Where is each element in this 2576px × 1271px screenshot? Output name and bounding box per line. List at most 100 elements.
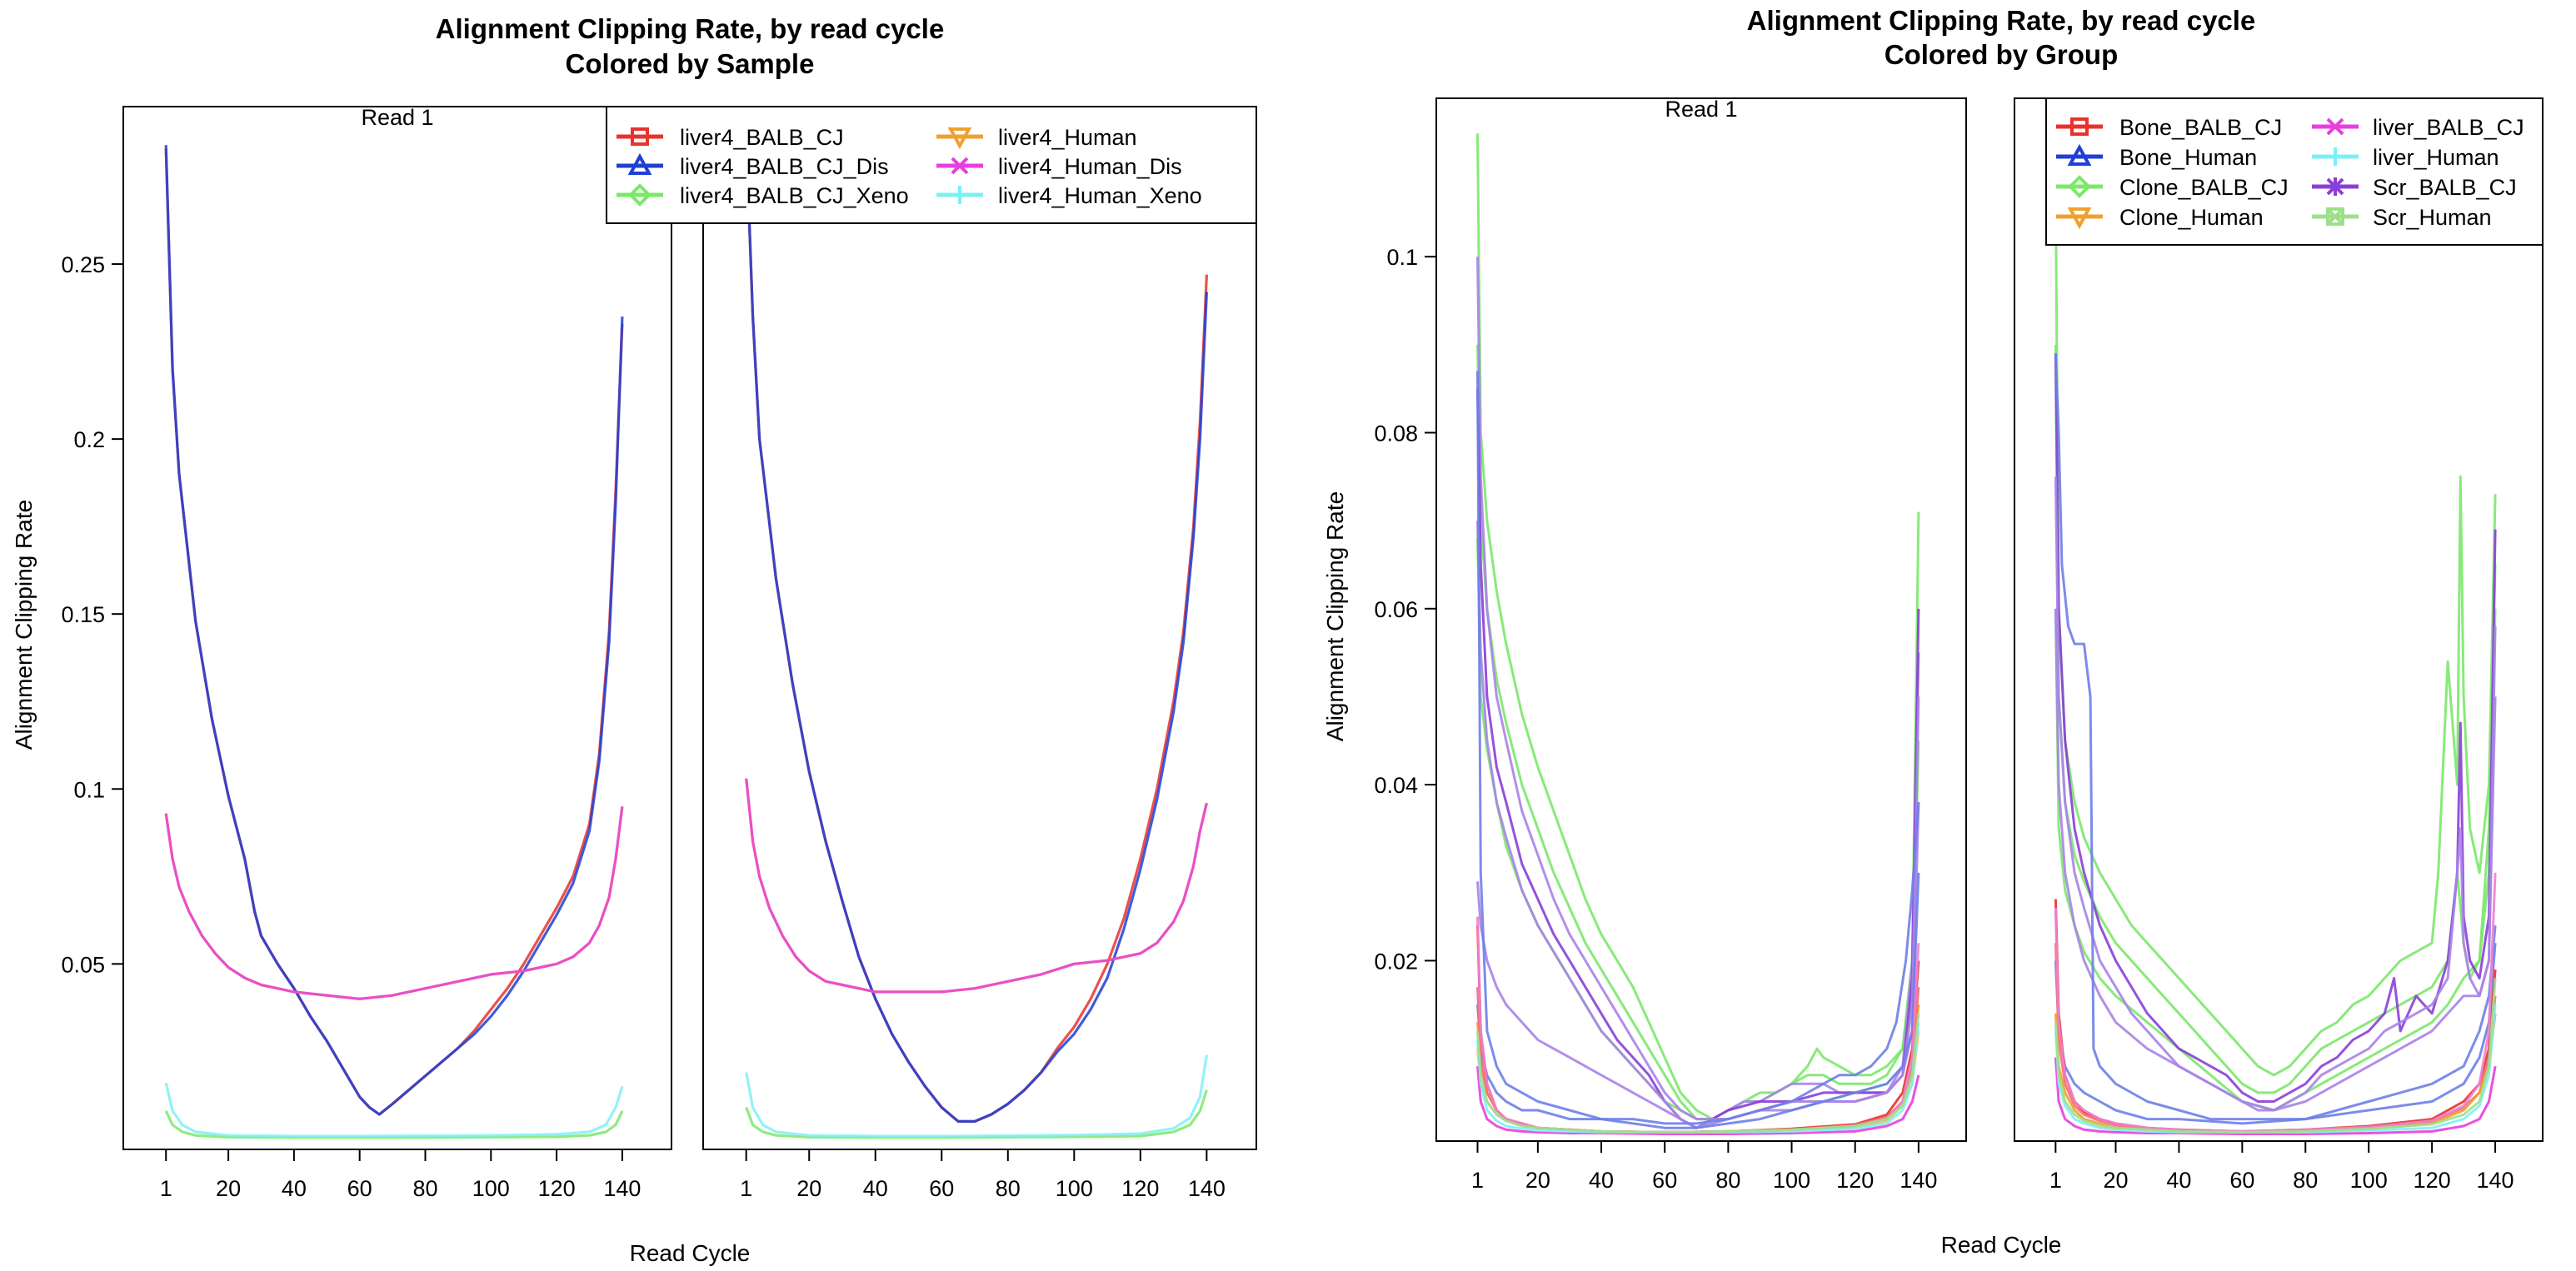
chart2-panel1-x-tick-label: 1 <box>1471 1168 1484 1193</box>
chart2-panel2-series-line-6 <box>2054 608 2497 1112</box>
chart2-title: Alignment Clipping Rate, by read cycle <box>1747 5 2256 36</box>
chart1-legend-marker <box>951 157 969 175</box>
chart1-read2-panel: Read 2120406080100120140 <box>702 105 1257 1201</box>
chart2-panel2-series-line-15 <box>2054 978 2497 1134</box>
chart2-panel1-x-tick-label: 20 <box>1525 1168 1550 1193</box>
chart2-x-axis-label: Read Cycle <box>1941 1232 2062 1258</box>
chart2-panel1-series-line-8 <box>1476 371 1920 1125</box>
chart2-legend-label: liver_Human <box>2373 145 2499 170</box>
chart2-read2-panel: Read 2120406080100120140 <box>2014 97 2544 1193</box>
chart1-panel2-x-tick-label: 120 <box>1121 1176 1159 1201</box>
chart1-legend: liver4_BALB_CJ liver4_BALB_CJ_Dis liver4_B… <box>606 106 1257 224</box>
chart2-panel1-series-line-3 <box>1476 538 1920 1121</box>
chart1-panel2-x-tick-label: 100 <box>1056 1176 1093 1201</box>
chart1-legend-marker <box>951 186 969 204</box>
chart2-panel1-series-line-4 <box>1476 257 1920 1121</box>
chart1-panel2-series-line-5 <box>745 778 1208 994</box>
chart2-panel2-x-tick-label: 100 <box>2350 1168 2388 1193</box>
chart1-panel2-series-line-2 <box>745 134 1208 1124</box>
chart2-panel2-x-tick-label: 60 <box>2229 1168 2254 1193</box>
chart2-panel2-x-tick-label: 120 <box>2414 1168 2451 1193</box>
chart1-panel1-x-tick-label: 20 <box>216 1176 241 1201</box>
chart1-y-tick-label: 0.25 <box>61 252 105 277</box>
chart2-panel2-series-line-8 <box>2054 943 2497 1125</box>
chart1-panel1-x-tick-label: 100 <box>472 1176 510 1201</box>
chart1-panel1-x-tick-label: 80 <box>412 1176 437 1201</box>
chart2-legend-label: liver_BALB_CJ <box>2373 115 2524 140</box>
chart1-panel2-x-tick-label: 1 <box>740 1176 752 1201</box>
chart1-panel1-x-tick-label: 1 <box>160 1176 172 1201</box>
chart1-panel1-x-tick-label: 120 <box>538 1176 576 1201</box>
chart1-legend-marker <box>627 152 652 175</box>
chart2-panel1-x-tick-label: 80 <box>1715 1168 1740 1193</box>
chart1-panel2-x-tick-label: 60 <box>929 1176 954 1201</box>
chart1-panel1-series-line-5 <box>164 806 624 1000</box>
chart1-panel2-x-tick-label: 80 <box>996 1176 1021 1201</box>
chart2-legend-label: Clone_BALB_CJ <box>2119 175 2289 200</box>
chart1-legend-label: liver4_BALB_CJ_Xeno <box>680 183 909 208</box>
chart1-y-tick-label: 0.1 <box>73 777 105 802</box>
chart2-legend-label: Bone_Human <box>2119 145 2257 170</box>
chart1-panel1-series-line-2 <box>164 145 624 1116</box>
chart2-panel1-series-line-6 <box>1476 521 1920 1129</box>
chart2-panel2-series-line-9 <box>2054 899 2497 1133</box>
chart1-x-axis-label: Read Cycle <box>630 1240 751 1266</box>
chart2-legend-marker <box>2326 177 2344 196</box>
chart2-legend-label: Bone_BALB_CJ <box>2119 115 2282 140</box>
chart1-title: Alignment Clipping Rate, by read cycle <box>436 13 945 44</box>
chart2-panel1-series-line-5 <box>1476 388 1920 1129</box>
chart2-panel2-x-tick-label: 1 <box>2049 1168 2062 1193</box>
chart2-panel2-series-line-3 <box>2054 608 2497 1112</box>
chart1-legend-marker <box>947 127 972 150</box>
chart2-y-tick-label: 0.08 <box>1374 421 1418 446</box>
chart2-y-tick-label: 0.06 <box>1374 597 1418 622</box>
chart2-panel1-x-tick-label: 120 <box>1836 1168 1874 1193</box>
chart1-panel2-x-tick-label: 20 <box>796 1176 821 1201</box>
chart2-legend-marker <box>2326 207 2344 226</box>
chart2-panel2-series-line-13 <box>2054 872 2497 1133</box>
chart2-legend-label: Clone_Human <box>2119 205 2264 230</box>
chart1-legend-label: liver4_Human <box>998 125 1137 150</box>
chart1-legend-marker <box>628 183 651 207</box>
chart2-panel1-frame <box>1435 97 1967 1142</box>
chart2-panel1-series-line-7 <box>1476 802 1920 1129</box>
chart2-panel2-series-line-2 <box>2054 344 2497 1094</box>
chart1-legend-box <box>606 106 1257 224</box>
chart2-panel2-series-line-5 <box>2054 476 2497 1112</box>
chart2-panel1-series-line-2 <box>1476 344 1920 1121</box>
chart1-y-tick-label: 0.05 <box>61 952 105 977</box>
chart2-legend-marker <box>2067 207 2092 230</box>
chart2-y-tick-label: 0.1 <box>1386 245 1418 270</box>
chart1-legend-marker <box>631 127 649 146</box>
chart1-panel1-frame <box>122 106 672 1150</box>
chart1-y-tick-label: 0.15 <box>61 602 105 627</box>
chart2-panel1-series-line-1 <box>1476 133 1920 1121</box>
chart1-legend-label: liver4_BALB_CJ_Dis <box>680 154 889 179</box>
chart1-panel2-x-tick-label: 40 <box>863 1176 888 1201</box>
chart1-legend-label: liver4_BALB_CJ <box>680 125 844 150</box>
chart1-legend-label: liver4_Human_Xeno <box>998 183 1202 208</box>
chart2-y-tick-label: 0.04 <box>1374 773 1418 798</box>
chart2-panel1-x-tick-label: 60 <box>1652 1168 1677 1193</box>
chart2-panel2-series-line-4 <box>2054 353 2497 1103</box>
chart2-y-axis-label: Alignment Clipping Rate <box>1322 491 1348 741</box>
chart1-read1-panel: Read 11 20 40 60 80 100 120 1400.050.10.150.20.… <box>61 105 672 1201</box>
chart1-panel1-series-line-3 <box>164 1110 624 1139</box>
chart1-panel1-x-tick-label: 60 <box>347 1176 372 1201</box>
chart1-panel2-series-line-6 <box>745 1054 1208 1138</box>
chart2-panel2-x-tick-label: 20 <box>2103 1168 2128 1193</box>
chart1-y-tick-label: 0.2 <box>73 427 105 452</box>
chart2-legend-marker <box>2068 175 2091 198</box>
chart2-panel1-series-line-15 <box>1476 916 1920 1134</box>
chart1-panel2-x-tick-label: 140 <box>1188 1176 1226 1201</box>
chart2-panel1-x-tick-label: 100 <box>1773 1168 1810 1193</box>
chart2-panel1-x-tick-label: 140 <box>1900 1168 1937 1193</box>
chart2-panel1-series-line-17 <box>1476 1013 1920 1134</box>
chart2-legend-label: Scr_BALB_CJ <box>2373 175 2517 200</box>
chart1-panel2-series-line-3 <box>745 1089 1208 1139</box>
chart1-panel2-frame <box>702 106 1257 1150</box>
chart2-legend-label: Scr_Human <box>2373 205 2492 230</box>
chart1-panel1-label: Read 1 <box>361 105 433 130</box>
chart2-panel1-series-line-16 <box>1476 1022 1920 1134</box>
